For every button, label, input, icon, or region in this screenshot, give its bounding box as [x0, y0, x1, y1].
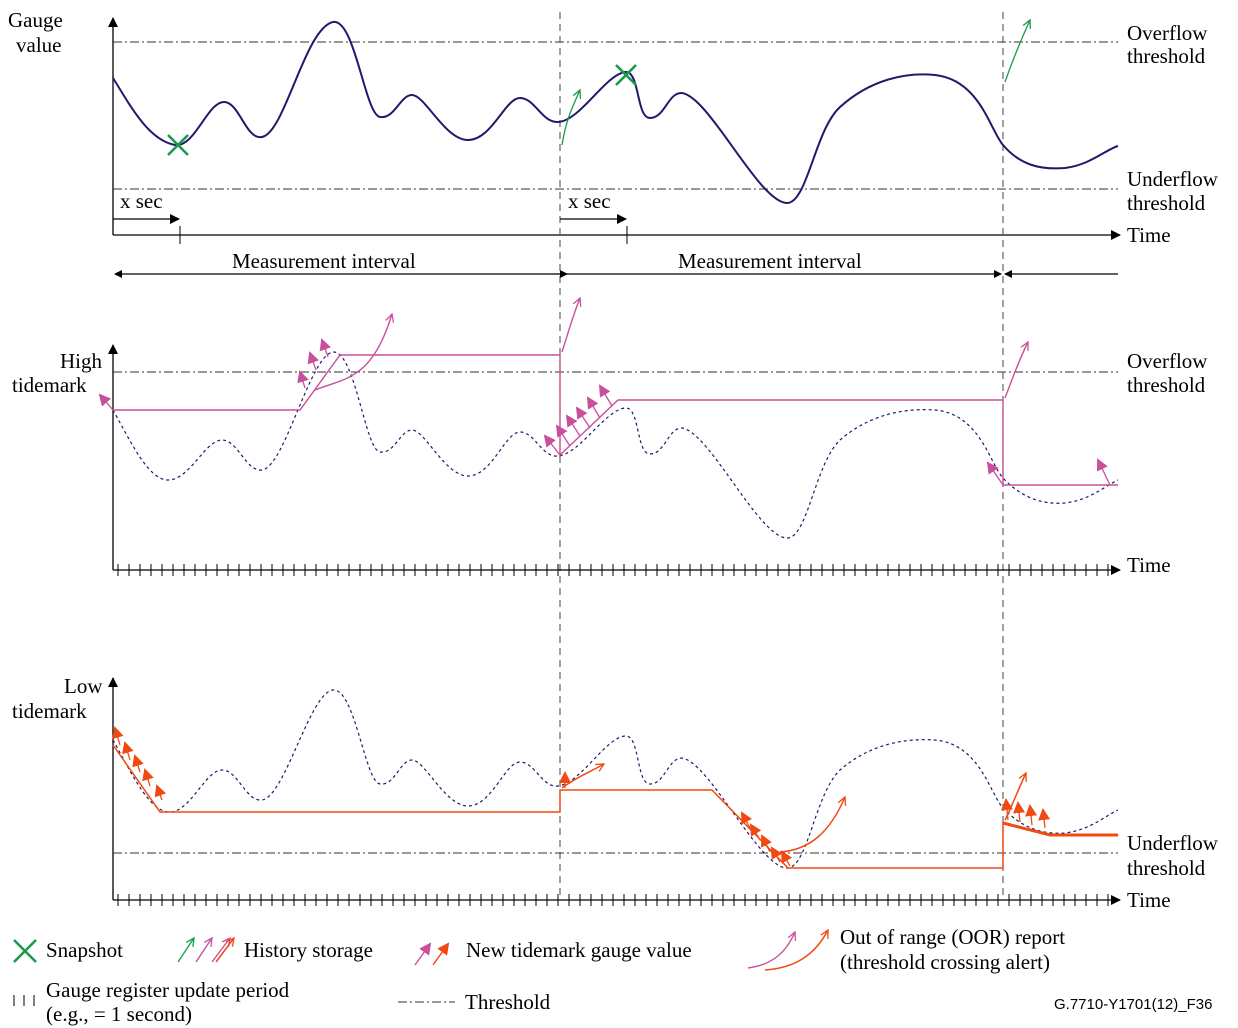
new-low-tidemark-arrow — [1013, 801, 1026, 823]
new-high-tidemark-arrow — [575, 406, 591, 429]
overflow-label-1: Overflow — [1127, 21, 1208, 45]
new-low-tidemark-arrow — [1001, 798, 1013, 821]
new-high-tidemark-arrow — [586, 396, 601, 419]
new-low-tidemark-arrows — [112, 726, 1051, 867]
legend-update-label-1: Gauge register update period — [46, 978, 290, 1002]
panel-high-tidemark: High tidemark Overflow threshold Time — [12, 298, 1208, 577]
new-low-tidemark-arrow — [154, 784, 167, 801]
new-high-tidemark-arrow — [598, 384, 613, 407]
legend: Snapshot History storage New tidemark ga… — [13, 925, 1212, 1026]
new-low-tidemark-arrow — [112, 726, 124, 746]
legend-threshold-label: Threshold — [465, 990, 551, 1014]
new-low-tidemark-arrow — [1038, 808, 1051, 829]
new-low-tidemark-arrow — [741, 811, 752, 829]
low-tidemark-line-end — [1002, 821, 1118, 837]
low-oor-arrow — [779, 797, 845, 853]
new-low-tidemark-arrow — [749, 823, 762, 841]
oor-report-arrow-3 — [1004, 342, 1028, 399]
legend-new-tidemark-icon — [414, 942, 450, 966]
panel-low-tidemark: Low tidemark Underflow threshold Time — [12, 674, 1219, 912]
new-high-tidemark-arrow — [555, 424, 571, 447]
new-low-tidemark-arrow — [142, 768, 154, 787]
new-high-tidemark-arrows — [98, 338, 1111, 486]
low-ylabel-1: Low — [64, 674, 103, 698]
low-ylabel-2: tidemark — [12, 699, 87, 723]
high-gauge-dotted-curve — [112, 351, 1119, 539]
update-period-ticks-2 — [117, 564, 1109, 576]
underflow-label-1: Underflow — [1127, 167, 1219, 191]
new-high-tidemark-arrow — [307, 351, 319, 371]
xsec-label-1: x sec — [120, 189, 163, 213]
interval-label-2: Measurement interval — [678, 249, 862, 273]
overflow-label-2: threshold — [1127, 44, 1206, 68]
new-low-tidemark-arrow — [781, 850, 793, 867]
low-history-arrow-1 — [561, 764, 604, 789]
legend-snapshot-icon — [13, 939, 37, 963]
oor-report-arrow-1 — [314, 314, 392, 391]
high-ylabel-1: High — [60, 349, 103, 373]
xsec-label-2: x sec — [568, 189, 611, 213]
gauge-ylabel-2: value — [16, 33, 61, 57]
new-high-tidemark-arrow — [543, 434, 561, 456]
high-overflow-label-2: threshold — [1127, 373, 1206, 397]
legend-new-tidemark-label: New tidemark gauge value — [466, 938, 692, 962]
new-low-tidemark-arrow — [761, 834, 772, 853]
snapshot-marker-1 — [167, 134, 189, 156]
low-history-arrow-2 — [1004, 773, 1026, 821]
high-tidemark-line — [113, 354, 1118, 486]
oor-report-arrow-2 — [561, 298, 580, 353]
low-underflow-label-2: threshold — [1127, 856, 1206, 880]
new-high-tidemark-arrow — [1096, 458, 1111, 486]
new-low-tidemark-arrow — [771, 846, 783, 863]
legend-update-label-2: (e.g., = 1 second) — [46, 1002, 192, 1026]
gauge-value-curve — [112, 21, 1119, 205]
underflow-label-2: threshold — [1127, 191, 1206, 215]
history-storage-arrow-2 — [1004, 20, 1030, 83]
legend-oor-icon — [747, 930, 828, 971]
snapshot-marker-2 — [615, 64, 637, 86]
new-high-tidemark-arrow — [986, 461, 1004, 486]
new-low-tidemark-arrow — [132, 754, 144, 773]
time-label-1: Time — [1127, 223, 1171, 247]
low-gauge-dotted-curve — [112, 689, 1119, 869]
legend-oor-label-1: Out of range (OOR) report — [840, 925, 1065, 949]
legend-history-icon — [177, 938, 234, 963]
new-low-tidemark-arrow — [122, 741, 134, 761]
new-low-tidemark-arrow — [1025, 804, 1038, 826]
time-label-2: Time — [1127, 553, 1171, 577]
new-high-tidemark-arrow — [319, 338, 331, 358]
figure-id: G.7710-Y1701(12)_F36 — [1054, 996, 1212, 1013]
low-underflow-label-1: Underflow — [1127, 831, 1219, 855]
gauge-ylabel-1: Gauge — [8, 8, 63, 32]
panel-gauge-value: Gauge value Overflow threshold Underflow… — [8, 8, 1219, 900]
legend-history-label: History storage — [244, 938, 373, 962]
legend-oor-label-2: (threshold crossing alert) — [840, 950, 1050, 974]
time-label-3: Time — [1127, 888, 1171, 912]
legend-update-period-icon — [13, 995, 35, 1006]
interval-label-1: Measurement interval — [232, 249, 416, 273]
history-storage-arrow-1 — [561, 90, 580, 146]
low-tidemark-line — [112, 744, 1004, 869]
high-overflow-label-1: Overflow — [1127, 349, 1208, 373]
new-high-tidemark-arrow — [98, 393, 114, 411]
legend-snapshot-label: Snapshot — [46, 938, 123, 962]
high-ylabel-2: tidemark — [12, 373, 87, 397]
update-period-ticks-3 — [117, 894, 1109, 906]
new-high-tidemark-arrow — [297, 370, 309, 389]
new-high-tidemark-arrow — [565, 414, 581, 437]
